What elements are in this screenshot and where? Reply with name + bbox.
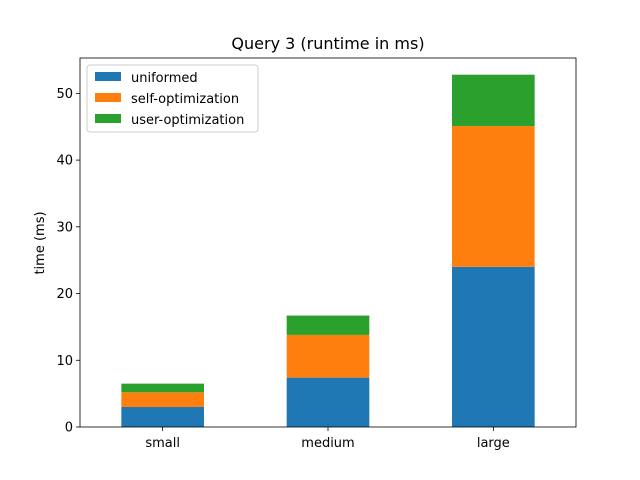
axes-group: 0 10 20 30 40 50 small medium large (56, 57, 577, 451)
bar-small-self-optimization (121, 392, 204, 407)
x-tick-label: large (477, 436, 510, 451)
x-tick-label: medium (301, 436, 354, 451)
bars-group (121, 74, 535, 427)
y-tick-label: 40 (56, 154, 73, 169)
legend-swatch-self-optimization (95, 93, 121, 102)
bar-small-user-optimization (121, 383, 204, 393)
bar-large-uniformed (452, 266, 535, 427)
bar-medium-uniformed (286, 377, 370, 427)
y-tick-label: 50 (56, 87, 73, 102)
y-tick-label: 20 (56, 287, 73, 302)
bar-large-self-optimization (452, 126, 535, 267)
y-axis-label: time (ms) (33, 211, 48, 274)
legend-frame (86, 64, 259, 133)
legend-label-self-optimization: self-optimization (131, 92, 239, 107)
bar-large-user-optimization (452, 74, 535, 127)
y-tick-label: 0 (65, 421, 73, 436)
chart-title: Query 3 (runtime in ms) (231, 34, 424, 53)
bar-medium-self-optimization (286, 334, 370, 378)
legend-swatch-user-optimization (95, 114, 121, 123)
legend-label-user-optimization: user-optimization (131, 113, 244, 128)
y-tick-label: 30 (56, 220, 73, 235)
legend-swatch-uniformed (95, 72, 121, 81)
bar-medium-user-optimization (286, 315, 370, 335)
legend-label-uniformed: uniformed (131, 71, 198, 86)
x-tick-label: small (145, 436, 180, 451)
bar-small-uniformed (121, 406, 204, 427)
y-tick-label: 10 (56, 354, 73, 369)
legend: uniformed self-optimization user-optimizat… (86, 64, 259, 133)
